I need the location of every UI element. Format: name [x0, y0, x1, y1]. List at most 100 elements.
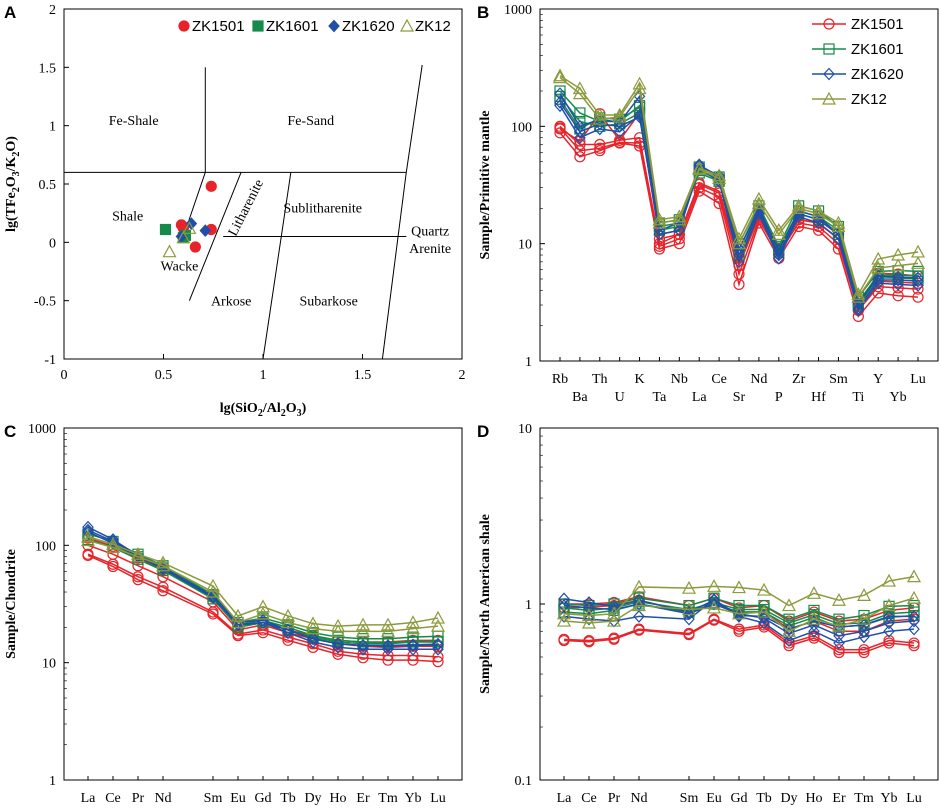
series-point-zk12	[592, 111, 607, 125]
series-point-zk1620	[912, 271, 924, 285]
panel-d-series	[556, 569, 922, 659]
series-point-zk12	[856, 588, 872, 601]
series-point-zk12	[706, 579, 722, 592]
series-point-zk1620	[858, 618, 870, 632]
x-tick-label: Yb	[880, 791, 897, 806]
series-point-zk12	[105, 537, 121, 550]
x-tick-label: Lu	[906, 791, 922, 806]
series-point-zk1620	[908, 622, 920, 636]
series-point-zk12	[771, 227, 786, 240]
x-tick-label: Gd	[730, 791, 747, 806]
series-point-zk12	[556, 613, 572, 627]
panel-c-plot-frame	[63, 427, 463, 781]
series-point-zk1620	[558, 592, 570, 606]
field-label: Arenite	[409, 242, 451, 257]
x-tick-label: Sm	[829, 372, 848, 387]
series-point-zk12	[380, 624, 396, 637]
series-point-zk12	[706, 600, 722, 614]
series-point-zk12	[681, 602, 697, 616]
series-point-zk1620	[808, 624, 820, 638]
series-point-zk1620	[307, 632, 319, 646]
series-point-zk1620	[282, 623, 294, 637]
y-tick-label: 1	[49, 120, 56, 135]
series-point-zk12	[811, 206, 826, 220]
series-point-zk1620	[772, 248, 785, 262]
x-tick-label: 0	[61, 368, 68, 383]
series-point-zk1501	[594, 142, 606, 154]
series-point-zk1501	[708, 613, 720, 625]
x-tick-label: 1.5	[354, 368, 372, 383]
series-point-zk12	[756, 582, 772, 596]
series-point-zk12	[856, 611, 872, 625]
panel-a-label: A	[4, 3, 16, 22]
x-tick-label: Ho	[805, 791, 822, 806]
series-point-zk1501	[908, 640, 920, 652]
x-tick-label: Tb	[280, 791, 296, 806]
series-point-zk12	[692, 162, 707, 175]
series-point-zk1501	[883, 634, 895, 647]
legend-label-zk12: ZK12	[851, 91, 887, 108]
series-point-zk1620	[207, 589, 219, 603]
series-point-zk1620	[633, 597, 645, 611]
data-point-zk12	[182, 221, 197, 234]
series-point-zk1620	[908, 610, 920, 623]
x-tick-label: Er	[356, 791, 370, 806]
y-tick-label: 10	[518, 238, 532, 253]
panel-d-y-axis-title: Sample/North American shale	[478, 514, 493, 694]
y-tick-label: 0.5	[39, 178, 57, 193]
legend-label-zk1620: ZK1620	[342, 18, 395, 35]
series-point-zk1620	[693, 159, 706, 173]
series-point-zk12	[255, 606, 271, 620]
series-point-zk1501	[633, 623, 645, 635]
series-point-zk12	[230, 615, 246, 629]
x-tick-label: Eu	[706, 791, 722, 806]
series-point-zk1501	[733, 268, 745, 280]
x-tick-label: Hf	[811, 390, 826, 405]
series-point-zk1620	[852, 303, 865, 317]
series-point-zk1601	[432, 636, 444, 648]
legend-marker-zk1620	[823, 67, 835, 81]
legend-marker-zk1601	[252, 20, 264, 32]
series-point-zk12	[712, 171, 727, 184]
series-point-zk1501	[574, 138, 586, 151]
series-point-zk1620	[574, 119, 586, 133]
series-point-zk12	[781, 598, 797, 612]
series-point-zk1620	[583, 612, 595, 626]
series-point-zk12	[130, 549, 146, 563]
series-point-zk1501	[558, 633, 570, 645]
field-label: Sublitharenite	[283, 201, 362, 216]
series-point-zk1620	[892, 277, 904, 291]
series-point-zk1620	[812, 216, 825, 230]
field-label: Fe-Shale	[109, 114, 159, 129]
data-point-zk1601	[159, 223, 172, 236]
x-tick-label: Pr	[132, 791, 145, 806]
series-point-zk1601	[574, 107, 586, 119]
series-point-zk1501	[357, 652, 369, 664]
series-point-zk1620	[908, 614, 920, 628]
series-point-zk12	[612, 107, 627, 121]
series-point-zk12	[731, 580, 747, 594]
field-boundary	[262, 172, 292, 360]
series-point-zk12	[380, 617, 396, 631]
series-point-zk12	[906, 590, 922, 604]
field-label: Wacke	[161, 260, 199, 275]
series-point-zk12	[811, 203, 826, 217]
series-point-zk1620	[382, 639, 394, 652]
series-line-zk1620	[559, 101, 919, 313]
series-point-zk1620	[833, 636, 845, 650]
panel-c-series	[80, 520, 446, 668]
y-tick-label: 0.1	[515, 774, 533, 789]
series-point-zk1501	[82, 548, 94, 560]
y-tick-label: 100	[511, 120, 532, 135]
series-point-zk1501	[132, 571, 144, 583]
series-point-zk12	[631, 579, 647, 593]
x-tick-label: Nd	[750, 372, 767, 387]
legend-marker-zk1501	[823, 18, 835, 30]
series-point-zk1501	[132, 574, 144, 586]
series-point-zk1620	[792, 210, 805, 224]
series-point-zk12	[871, 260, 886, 274]
series-point-zk1620	[892, 270, 904, 284]
series-point-zk12	[910, 256, 926, 269]
